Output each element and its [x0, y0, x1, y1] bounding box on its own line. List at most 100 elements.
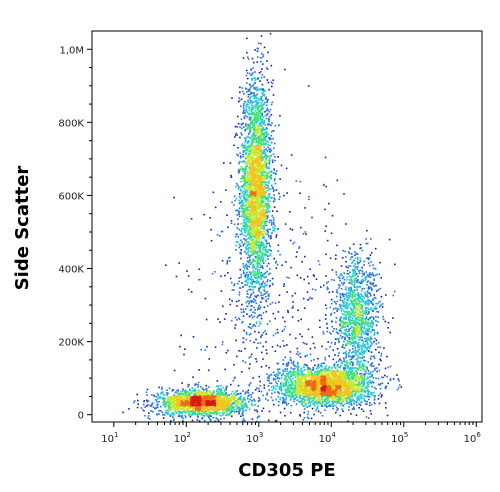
event-point — [267, 255, 269, 257]
event-point — [233, 289, 235, 291]
event-point — [340, 325, 343, 328]
event-point — [251, 140, 253, 142]
event-point — [259, 97, 262, 100]
event-point — [361, 270, 364, 272]
event-point — [249, 128, 251, 131]
event-point — [224, 368, 226, 371]
event-point — [346, 272, 349, 275]
event-point — [275, 388, 277, 390]
event-point — [344, 304, 346, 307]
event-point — [254, 403, 257, 406]
event-point — [354, 279, 356, 282]
event-point — [368, 275, 370, 278]
event-point — [212, 412, 215, 415]
event-point — [208, 416, 210, 419]
event-point — [353, 337, 356, 339]
event-point — [256, 121, 259, 123]
event-point — [273, 257, 275, 260]
event-point — [347, 304, 350, 307]
event-point — [351, 376, 353, 379]
event-point — [346, 314, 348, 316]
event-point — [247, 205, 250, 208]
event-point — [196, 413, 199, 415]
event-point — [144, 406, 146, 408]
event-point — [379, 287, 381, 290]
event-point — [255, 102, 258, 104]
event-point — [320, 365, 322, 368]
event-point — [225, 313, 227, 315]
event-point — [262, 156, 265, 159]
event-point — [354, 393, 357, 395]
event-point — [247, 397, 249, 400]
event-point — [225, 386, 227, 388]
event-point — [308, 282, 310, 285]
event-point — [304, 396, 306, 398]
event-point — [342, 321, 344, 323]
event-point — [349, 314, 352, 317]
event-point — [215, 413, 217, 415]
event-point — [251, 79, 253, 81]
event-point — [255, 118, 257, 121]
event-point — [248, 301, 251, 303]
event-point — [244, 207, 247, 210]
event-point — [215, 390, 218, 393]
event-point — [370, 403, 373, 406]
event-point — [354, 317, 357, 319]
event-point — [154, 407, 156, 410]
event-point — [370, 273, 372, 276]
event-point — [372, 370, 374, 373]
event-point — [242, 221, 245, 224]
event-point — [164, 402, 166, 405]
event-point — [359, 363, 361, 365]
event-point — [297, 320, 300, 322]
event-point — [238, 97, 240, 99]
event-point — [182, 389, 184, 392]
event-point — [262, 107, 264, 110]
event-point — [187, 410, 189, 413]
event-point — [324, 399, 327, 402]
event-point — [286, 370, 289, 373]
event-point — [330, 302, 333, 305]
event-point — [284, 393, 287, 395]
event-point — [199, 386, 202, 388]
event-point — [372, 382, 375, 384]
event-point — [185, 416, 187, 418]
event-point — [373, 340, 375, 343]
event-point — [369, 379, 371, 382]
event-point — [244, 347, 246, 350]
event-point — [270, 188, 272, 190]
event-point — [251, 241, 253, 244]
event-point — [242, 360, 244, 362]
event-point — [179, 412, 181, 414]
event-point — [366, 337, 368, 340]
event-point — [226, 263, 228, 265]
event-point — [264, 175, 267, 178]
event-point — [280, 385, 283, 388]
event-point — [359, 338, 361, 340]
event-point — [165, 391, 168, 394]
event-point — [356, 256, 359, 259]
event-point — [249, 145, 251, 147]
event-point — [365, 276, 368, 278]
event-point — [324, 359, 327, 361]
event-point — [351, 394, 353, 396]
event-point — [340, 297, 342, 299]
event-point — [344, 315, 347, 318]
event-point — [244, 157, 247, 160]
event-point — [265, 254, 268, 256]
event-point — [327, 341, 329, 343]
event-point — [261, 114, 263, 116]
event-point — [241, 176, 244, 178]
event-point — [260, 276, 263, 279]
event-point — [387, 327, 389, 329]
event-point — [252, 100, 254, 103]
event-point — [283, 393, 286, 395]
event-point — [278, 392, 281, 395]
event-point — [268, 120, 270, 123]
event-point — [268, 159, 271, 162]
event-point — [362, 397, 365, 399]
event-point — [361, 348, 363, 351]
event-point — [205, 410, 208, 413]
event-point — [285, 396, 288, 399]
event-point — [348, 286, 350, 289]
